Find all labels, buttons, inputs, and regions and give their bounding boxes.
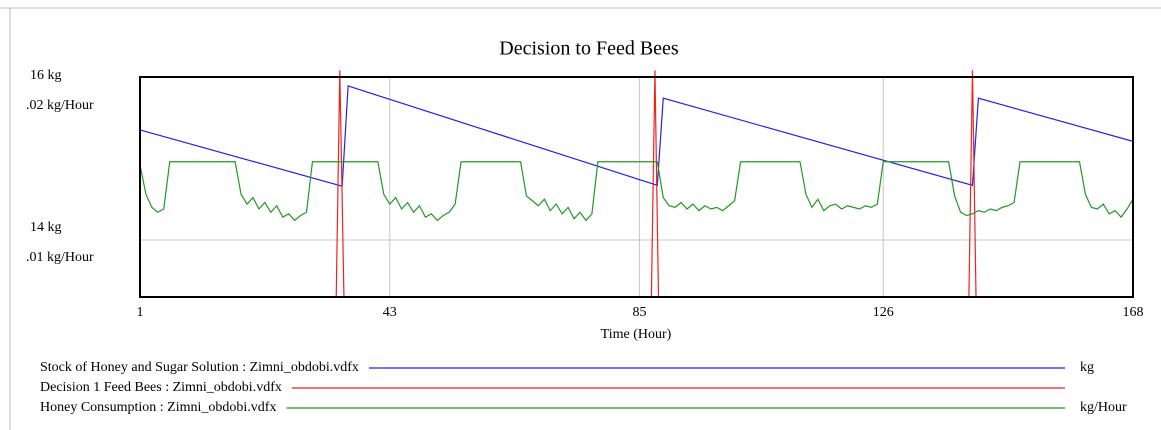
legend-units: kg/Hour [1080,400,1127,415]
legend-label: Honey Consumption : Zimni_obdobi.vdfx [40,400,276,415]
x-tick-label: 1 [137,305,144,320]
series-line [140,70,1133,298]
y2-tick-label: .02 kg/Hour [26,98,94,113]
chart-title: Decision to Feed Bees [499,38,679,60]
plot-frame [139,76,1134,298]
series-line [139,161,1134,222]
x-axis-label: Time (Hour) [601,327,672,342]
legend-units: kg [1080,360,1094,375]
legend-label: Decision 1 Feed Bees : Zimni_obdobi.vdfx [40,380,282,395]
x-tick-label: 168 [1123,305,1144,320]
series-line [139,85,1134,187]
legend-label: Stock of Honey and Sugar Solution : Zimn… [40,360,359,375]
y-tick-label: 14 kg [30,220,62,235]
x-tick-label: 85 [632,305,646,320]
x-tick-label: 126 [873,305,894,320]
y-tick-label: 16 kg [30,68,62,83]
y2-tick-label: .01 kg/Hour [26,250,94,265]
x-tick-label: 43 [383,305,397,320]
